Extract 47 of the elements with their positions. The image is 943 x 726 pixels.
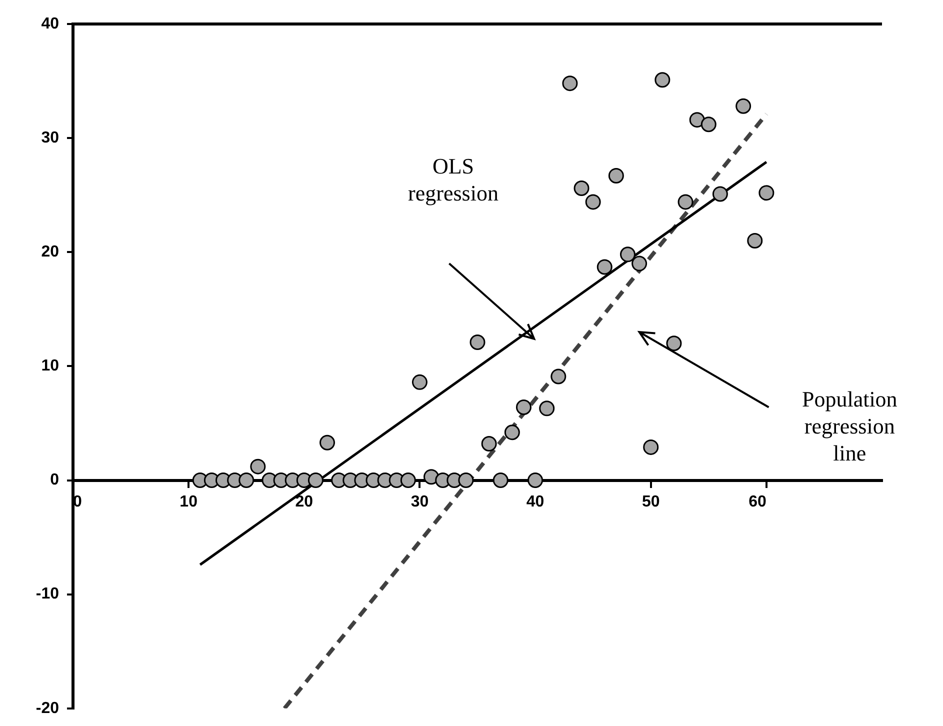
x-tick-label: 20 (295, 493, 314, 510)
point (504, 424, 520, 440)
point (539, 400, 555, 416)
x-tick-label: 30 (410, 493, 429, 510)
point (550, 368, 566, 384)
point (736, 98, 752, 114)
point (620, 246, 636, 262)
y-tick-label: 40 (41, 15, 60, 32)
point (320, 434, 336, 450)
point (666, 336, 682, 352)
y-tick-label: 0 (50, 472, 60, 489)
point (689, 112, 705, 128)
point (516, 400, 532, 416)
y-tick-label: -20 (36, 700, 60, 717)
point (747, 232, 763, 248)
point (412, 374, 428, 390)
point (678, 194, 694, 210)
point (712, 186, 728, 202)
point (528, 472, 544, 488)
point (654, 72, 670, 88)
x-tick-label: 40 (526, 493, 544, 510)
point (574, 180, 590, 196)
point (238, 472, 254, 488)
x-tick-label: 50 (642, 493, 660, 510)
point (492, 472, 508, 488)
x-tick-label: 60 (748, 493, 767, 510)
point (585, 194, 601, 210)
y-tick-label: 20 (41, 244, 60, 261)
point (632, 256, 648, 272)
point (308, 472, 324, 488)
annotation: Population regression line (802, 386, 898, 466)
point (643, 439, 659, 455)
point (758, 185, 774, 201)
point (481, 436, 497, 452)
point (596, 259, 612, 275)
y-tick-label: 30 (41, 129, 60, 146)
annotation: OLS regression (408, 154, 498, 206)
point (400, 472, 416, 488)
point (470, 334, 486, 350)
point (608, 168, 624, 184)
y-tick-label: 10 (41, 358, 60, 375)
x-tick-label: 10 (180, 493, 198, 510)
point (562, 76, 578, 92)
point (250, 458, 266, 474)
y-tick-label: -10 (36, 586, 60, 603)
point (458, 472, 474, 488)
point (700, 116, 716, 132)
